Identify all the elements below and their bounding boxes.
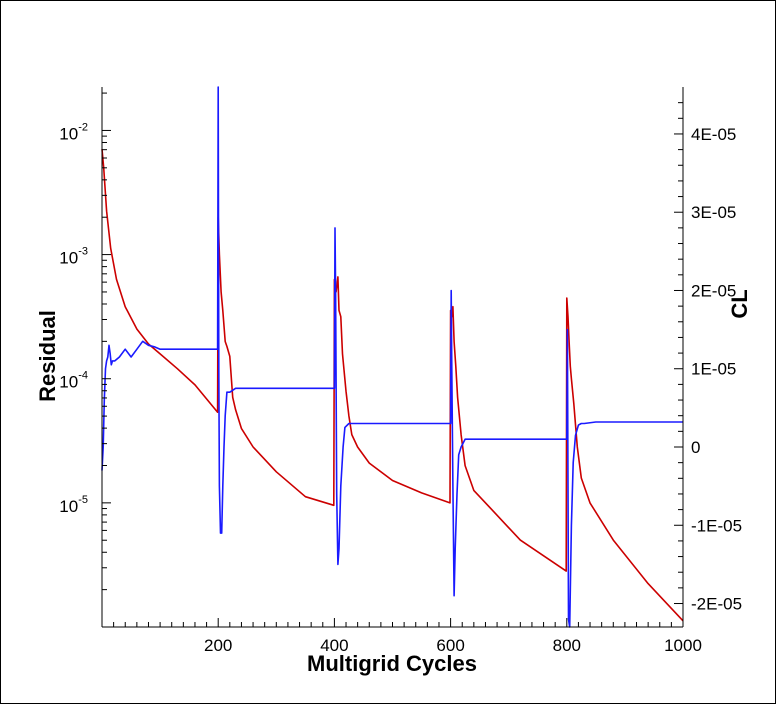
right-axis-title: CL xyxy=(727,289,752,318)
x-axis-title: Multigrid Cycles xyxy=(307,651,477,676)
right-tick-label: 1E-05 xyxy=(691,360,736,379)
left-axis-title: Residual xyxy=(35,310,60,402)
left-tick-label: 10-3 xyxy=(59,246,88,268)
right-tick-label: 0 xyxy=(691,438,700,457)
x-tick-label: 200 xyxy=(204,636,232,655)
right-tick-label: -2E-05 xyxy=(691,595,742,614)
right-tick-label: 2E-05 xyxy=(691,281,736,300)
series-line-residual xyxy=(101,149,684,622)
right-tick-label: 3E-05 xyxy=(691,203,736,222)
right-tick-label: -1E-05 xyxy=(691,516,742,535)
series-line-cl xyxy=(101,86,683,628)
plot-area xyxy=(102,87,683,627)
left-tick-label: 10-2 xyxy=(59,121,88,143)
left-tick-label: 10-4 xyxy=(59,370,88,392)
series-layer xyxy=(101,86,684,628)
x-tick-label: 400 xyxy=(320,636,348,655)
x-tick-label: 1000 xyxy=(664,636,702,655)
x-tick-label: 600 xyxy=(436,636,464,655)
ticks-layer: 200 400 600 800 1000 10-2 10-3 10-4 10-5 4E-05 3E-… xyxy=(59,92,742,655)
x-tick-label: 800 xyxy=(553,636,581,655)
left-tick-label: 10-5 xyxy=(59,494,88,516)
right-tick-label: 4E-05 xyxy=(691,125,736,144)
